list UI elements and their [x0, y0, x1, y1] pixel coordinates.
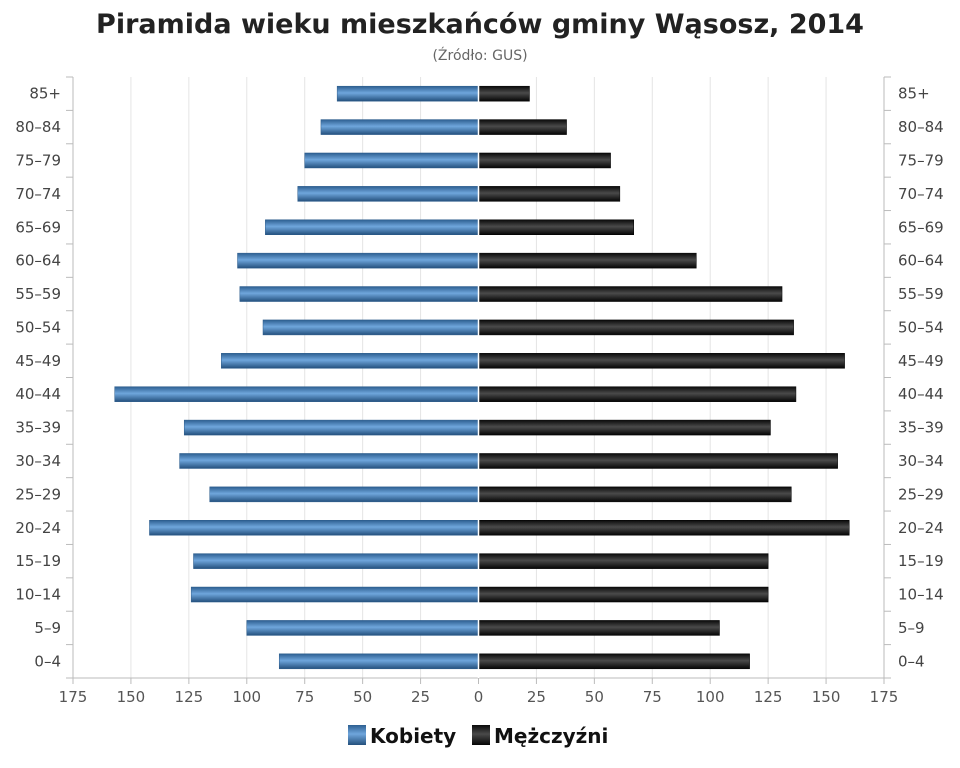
legend-swatch-mezczyzni	[472, 725, 490, 745]
category-label-right: 40–44	[898, 385, 944, 403]
bar-mezczyzni-10[interactable]	[478, 419, 771, 436]
x-tick-label: 100	[232, 688, 261, 706]
bar-mezczyzni-17[interactable]	[478, 653, 750, 670]
category-label-right: 60–64	[898, 252, 944, 270]
category-label-left: 5–9	[34, 619, 61, 637]
bar-mezczyzni-8[interactable]	[478, 353, 845, 369]
bar-kobiety-1[interactable]	[320, 119, 479, 135]
category-label-right: 45–49	[898, 352, 944, 370]
x-tick-label: 125	[754, 688, 783, 706]
bar-kobiety-15[interactable]	[190, 586, 479, 603]
category-label-left: 70–74	[15, 185, 61, 203]
bar-mezczyzni-7[interactable]	[478, 319, 794, 336]
category-label-right: 15–19	[898, 552, 944, 570]
chart-title: Piramida wieku mieszkańców gminy Wąsosz,…	[96, 9, 864, 40]
category-label-left: 50–54	[15, 318, 61, 336]
category-label-right: 25–29	[898, 485, 944, 503]
x-tick-label: 100	[696, 688, 725, 706]
bar-mezczyzni-15[interactable]	[478, 586, 769, 603]
category-label-left: 65–69	[15, 218, 61, 236]
category-label-right: 0–4	[898, 652, 925, 670]
category-label-right: 50–54	[898, 318, 944, 336]
x-tick-label: 125	[175, 688, 204, 706]
category-label-right: 10–14	[898, 586, 944, 604]
category-label-left: 35–39	[15, 419, 61, 437]
category-label-left: 30–34	[15, 452, 61, 470]
bar-mezczyzni-12[interactable]	[478, 486, 792, 503]
category-label-left: 80–84	[15, 118, 61, 136]
category-label-right: 30–34	[898, 452, 944, 470]
category-label-left: 15–19	[15, 552, 61, 570]
bar-mezczyzni-6[interactable]	[478, 286, 783, 302]
category-label-right: 20–24	[898, 519, 944, 537]
bar-kobiety-5[interactable]	[237, 252, 479, 269]
bar-mezczyzni-9[interactable]	[478, 386, 797, 402]
category-label-right: 5–9	[898, 619, 925, 637]
x-tick-label: 150	[812, 688, 841, 706]
bar-mezczyzni-4[interactable]	[478, 219, 634, 235]
x-tick-label: 175	[870, 688, 899, 706]
category-label-left: 60–64	[15, 252, 61, 270]
x-tick-label: 75	[643, 688, 662, 706]
bar-kobiety-3[interactable]	[297, 186, 479, 202]
bar-mezczyzni-1[interactable]	[478, 119, 567, 135]
bar-mezczyzni-16[interactable]	[478, 620, 720, 636]
category-label-left: 45–49	[15, 352, 61, 370]
x-tick-labels: 175 150 125 100 75 50 25 0 25 50 75 100 125 150 175	[59, 688, 899, 706]
category-label-left: 25–29	[15, 485, 61, 503]
grid-lines	[130, 77, 827, 678]
legend-swatch-kobiety	[348, 725, 366, 745]
category-label-right: 55–59	[898, 285, 944, 303]
bar-kobiety-11[interactable]	[179, 453, 479, 469]
x-tick-label: 175	[59, 688, 88, 706]
bar-kobiety-10[interactable]	[183, 419, 479, 436]
category-labels: 85+ 85+ 80–84 80–84 75–79 75–79 70–74 70–74 65–6…	[15, 85, 943, 671]
bar-kobiety-6[interactable]	[239, 286, 479, 302]
category-label-left: 10–14	[15, 586, 61, 604]
legend-label-kobiety[interactable]: Kobiety	[370, 724, 456, 748]
category-label-left: 85+	[29, 85, 61, 103]
x-tick-label: 25	[411, 688, 430, 706]
bars	[114, 77, 850, 678]
x-tick-label: 50	[353, 688, 372, 706]
category-label-right: 65–69	[898, 218, 944, 236]
x-tick-label: 0	[474, 688, 484, 706]
category-label-left: 20–24	[15, 519, 61, 537]
x-tick-label: 75	[295, 688, 314, 706]
bar-kobiety-14[interactable]	[193, 553, 479, 569]
bar-kobiety-4[interactable]	[265, 219, 479, 235]
bar-mezczyzni-14[interactable]	[478, 553, 769, 569]
category-label-left: 75–79	[15, 151, 61, 169]
x-tick-label: 150	[117, 688, 146, 706]
legend-label-mezczyzni[interactable]: Mężczyźni	[494, 724, 608, 748]
category-label-right: 75–79	[898, 151, 944, 169]
bar-kobiety-2[interactable]	[304, 152, 479, 169]
bar-kobiety-0[interactable]	[336, 85, 479, 102]
bar-kobiety-12[interactable]	[209, 486, 479, 503]
x-tick-label: 50	[585, 688, 604, 706]
category-label-right: 70–74	[898, 185, 944, 203]
bar-mezczyzni-13[interactable]	[478, 520, 850, 536]
bar-mezczyzni-3[interactable]	[478, 186, 621, 202]
bar-mezczyzni-11[interactable]	[478, 453, 838, 469]
bar-kobiety-13[interactable]	[149, 520, 479, 536]
bar-mezczyzni-5[interactable]	[478, 252, 697, 269]
x-tick-label: 25	[527, 688, 546, 706]
bar-kobiety-9[interactable]	[114, 386, 479, 402]
bar-mezczyzni-2[interactable]	[478, 152, 611, 169]
category-label-right: 35–39	[898, 419, 944, 437]
bar-mezczyzni-0[interactable]	[478, 85, 530, 102]
bar-kobiety-8[interactable]	[221, 353, 479, 369]
bar-kobiety-16[interactable]	[246, 620, 479, 636]
category-label-left: 0–4	[34, 652, 61, 670]
category-label-right: 85+	[898, 85, 930, 103]
bar-kobiety-7[interactable]	[262, 319, 479, 336]
chart-subtitle: (Źródło: GUS)	[432, 46, 527, 64]
category-label-right: 80–84	[898, 118, 944, 136]
legend[interactable]: Kobiety Mężczyźni	[348, 724, 608, 748]
bar-kobiety-17[interactable]	[278, 653, 479, 670]
category-label-left: 55–59	[15, 285, 61, 303]
category-label-left: 40–44	[15, 385, 61, 403]
